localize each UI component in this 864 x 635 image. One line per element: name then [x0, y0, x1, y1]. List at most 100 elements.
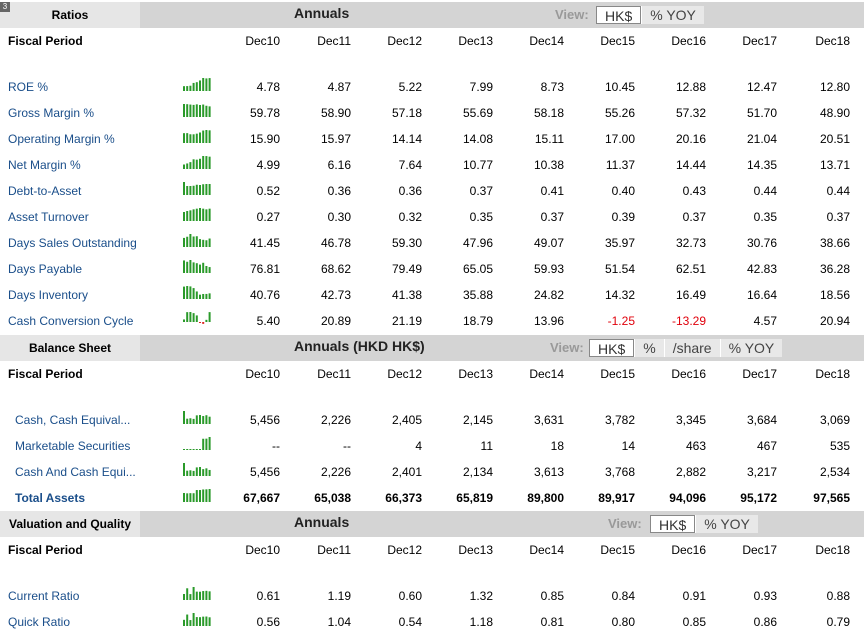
view-option-yoy[interactable]: % YOY — [641, 6, 704, 24]
sparkline-bar — [189, 85, 192, 91]
ratios-section-tab[interactable]: Ratios — [0, 2, 140, 28]
value-cell: 65.05 — [462, 262, 493, 276]
view-option-yoy[interactable]: % YOY — [719, 339, 783, 357]
row-label-link[interactable]: Days Sales Outstanding — [8, 236, 137, 250]
value-cell: 0.54 — [398, 615, 422, 629]
value-cell: -- — [343, 439, 351, 453]
view-option-share[interactable]: /share — [663, 339, 720, 357]
value-cell: 1.18 — [469, 615, 493, 629]
table-row: Current Ratio 0.61 1.19 0.60 1.32 0.85 0.84 0.9… — [0, 587, 864, 609]
view-option-hk[interactable]: HK$ — [596, 6, 642, 24]
sparkline-bar — [199, 294, 201, 299]
value-cell: 21.19 — [391, 314, 422, 328]
sparkline-bar — [183, 492, 185, 502]
sparkline-bar — [205, 209, 208, 221]
valuation-section-tab[interactable]: Valuation and Quality — [0, 511, 140, 537]
row-label-link[interactable]: Total Assets — [15, 491, 86, 505]
value-cell: 18.79 — [462, 314, 493, 328]
sparkline-bar — [208, 469, 211, 476]
value-cell: 0.41 — [540, 184, 564, 198]
sparkline-bar — [202, 262, 205, 273]
row-label-link[interactable]: Gross Margin % — [8, 106, 95, 120]
sparkline-bar — [208, 184, 211, 195]
sparkline-bar — [195, 415, 198, 424]
row-label-link[interactable]: Cash, Cash Equival... — [15, 413, 131, 427]
value-cell: 2,145 — [462, 413, 493, 427]
value-cell: 0.91 — [682, 589, 706, 603]
sparkline-bar — [202, 239, 205, 247]
row-label-link[interactable]: Days Inventory — [8, 288, 89, 302]
view-option-hk[interactable]: HK$ — [650, 515, 696, 533]
value-cell: 94,096 — [669, 491, 706, 505]
view-option-[interactable]: % — [634, 339, 663, 357]
value-cell: 76.81 — [249, 262, 280, 276]
sparkline-bar — [192, 104, 195, 117]
value-cell: 2,534 — [819, 465, 850, 479]
sparkline-bar — [195, 291, 198, 299]
row-label-link[interactable]: Cash Conversion Cycle — [8, 314, 134, 328]
sparkline-bar — [189, 104, 192, 117]
table-row: Quick Ratio 0.56 1.04 0.54 1.18 0.81 0.80 0.85 0… — [0, 613, 864, 635]
row-label-link[interactable]: Operating Margin % — [8, 132, 115, 146]
sparkline-bar — [186, 211, 189, 221]
value-cell: 0.60 — [398, 589, 422, 603]
value-cell: 35.97 — [604, 236, 635, 250]
sparkline-bar — [186, 286, 189, 299]
value-cell: 0.37 — [540, 210, 564, 224]
balance-section-tab[interactable]: Balance Sheet — [0, 335, 140, 361]
row-label-link[interactable]: Net Margin % — [8, 158, 81, 172]
view-option-yoy[interactable]: % YOY — [695, 515, 758, 533]
row-label-link[interactable]: Debt-to-Asset — [8, 184, 82, 198]
balance-section-header: Balance Sheet Annuals (HKD HK$) View: HK$% /… — [0, 335, 864, 361]
value-cell: 11 — [480, 439, 493, 453]
row-label-link[interactable]: Days Payable — [8, 262, 83, 276]
sparkline-bar — [208, 238, 211, 247]
value-cell: 89,800 — [527, 491, 564, 505]
value-cell: 66,373 — [385, 491, 422, 505]
value-cell: 4.87 — [327, 80, 351, 94]
row-label-link[interactable]: Cash And Cash Equi... — [15, 465, 136, 479]
value-cell: 10.45 — [604, 80, 635, 94]
sparkline-bar — [205, 130, 208, 143]
sparkline-bar — [208, 106, 211, 117]
row-label-link[interactable]: Asset Turnover — [8, 210, 89, 224]
period-column-header: Dec16 — [671, 34, 706, 48]
row-label-link[interactable]: Quick Ratio — [8, 615, 71, 629]
value-cell: 535 — [829, 439, 850, 453]
balance-period-title: Annuals (HKD HK$) — [294, 338, 425, 354]
table-row: Net Margin % 4.99 6.16 7.64 10.77 10.38 11.37 1… — [0, 156, 864, 178]
value-cell: 49.07 — [533, 236, 564, 250]
period-column-header: Dec14 — [529, 543, 564, 557]
sparkline-bar — [183, 319, 185, 322]
value-cell: 2,405 — [391, 413, 422, 427]
sparkline-bar — [202, 591, 205, 600]
value-cell: 55.26 — [604, 106, 635, 120]
value-cell: 14.35 — [746, 158, 777, 172]
table-row: Days Inventory 40.76 42.73 41.38 35.88 24.82 1… — [0, 286, 864, 308]
value-cell: 3,345 — [675, 413, 706, 427]
sparkline-bar — [189, 210, 192, 221]
value-cell: 38.66 — [819, 236, 850, 250]
value-cell: -- — [272, 439, 280, 453]
value-cell: 41.38 — [391, 288, 422, 302]
table-row: Operating Margin % 15.90 15.97 14.14 14.08 15… — [0, 130, 864, 152]
sparkline-chart — [183, 260, 211, 273]
row-label-link[interactable]: Current Ratio — [8, 589, 80, 603]
sparkline-bar — [192, 418, 195, 424]
value-cell: 10.77 — [462, 158, 493, 172]
period-column-header: Dec12 — [387, 367, 422, 381]
sparkline-bar — [202, 130, 205, 143]
value-cell: 2,401 — [391, 465, 422, 479]
sparkline-bar — [199, 158, 201, 169]
sparkline-bar — [205, 415, 208, 424]
sparkline-bar — [189, 312, 192, 322]
period-column-header: Dec15 — [600, 34, 635, 48]
sparkline-bar — [183, 237, 185, 247]
sparkline-bar — [189, 620, 192, 626]
view-option-hk[interactable]: HK$ — [589, 339, 635, 357]
value-cell: 0.37 — [682, 210, 706, 224]
value-cell: 463 — [685, 439, 706, 453]
value-cell: 42.73 — [320, 288, 351, 302]
row-label-link[interactable]: Marketable Securities — [15, 439, 131, 453]
row-label-link[interactable]: ROE % — [8, 80, 49, 94]
